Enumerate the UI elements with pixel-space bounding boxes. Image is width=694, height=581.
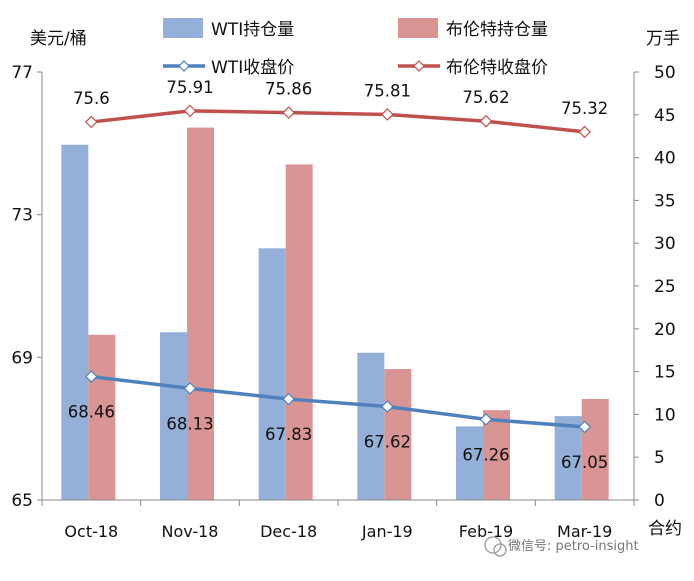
series-line-0 — [91, 374, 585, 429]
bar-0-4 — [456, 426, 483, 500]
legend-label-1: 布伦特持仓量 — [446, 20, 548, 40]
bar-1-2 — [285, 164, 313, 500]
point-0-5 — [578, 420, 592, 434]
bar-0-2 — [258, 248, 286, 500]
right-tick-label-6: 30 — [654, 234, 676, 254]
point-1-3 — [380, 108, 394, 121]
x-tick-label-5: Mar-19 — [557, 522, 612, 541]
legend-item-1: 布伦特持仓量 — [398, 18, 548, 40]
left-tick-label-3: 77 — [11, 63, 33, 83]
left-tick-label-2: 73 — [11, 206, 33, 226]
right-tick-label-3: 15 — [654, 363, 676, 383]
right-tick-label-8: 40 — [654, 149, 676, 169]
right-axis-label: 合约 — [648, 519, 682, 539]
line-series-0: 68.46 68.13 67.83 67.62 67.26 67.05 — [68, 370, 608, 472]
data-label-0-1: 68.13 — [166, 414, 213, 433]
right-tick-label-7: 35 — [654, 191, 676, 211]
x-tick-label-3: Jan-19 — [361, 522, 413, 541]
data-label-1-2: 75.86 — [265, 80, 312, 99]
bar-0-1 — [160, 332, 187, 500]
legend-marker-3 — [413, 60, 425, 72]
right-tick-label-4: 20 — [654, 320, 676, 340]
right-tick-label-0: 0 — [654, 491, 665, 511]
data-label-1-1: 75.91 — [166, 78, 213, 97]
x-tick-label-0: Oct-18 — [64, 522, 118, 541]
bar-0-3 — [357, 352, 385, 500]
watermark-text: 微信号: petro-insight — [508, 539, 639, 554]
legend-item-3: 布伦特收盘价 — [398, 58, 548, 78]
point-1-4 — [479, 114, 493, 128]
legend-label-2: WTI收盘价 — [211, 58, 294, 78]
wechat-icon-bubble — [493, 543, 507, 557]
legend-swatch-1 — [398, 18, 438, 38]
x-tick-label-4: Feb-19 — [459, 522, 513, 541]
x-tick-label-2: Dec-18 — [260, 522, 317, 541]
data-label-0-3: 67.62 — [364, 433, 411, 452]
right-tick-label-1: 5 — [654, 448, 665, 468]
data-label-0-2: 67.83 — [265, 425, 312, 444]
point-1-1 — [183, 104, 197, 118]
point-0-1 — [183, 382, 197, 395]
right-unit-label: 万手 — [646, 29, 680, 49]
left-unit-label: 美元/桶 — [30, 29, 87, 49]
point-1-2 — [282, 106, 296, 120]
point-1-0 — [84, 115, 98, 129]
data-label-1-5: 75.32 — [561, 99, 608, 118]
left-tick-label-1: 69 — [11, 348, 33, 368]
bar-1-3 — [384, 369, 412, 500]
bar-series-0 — [61, 144, 582, 500]
data-label-1-4: 75.62 — [462, 88, 509, 107]
legend-marker-2 — [178, 60, 190, 72]
x-tick-label-1: Nov-18 — [162, 522, 219, 541]
bar-1-1 — [187, 127, 214, 500]
data-label-0-0: 68.46 — [68, 403, 115, 422]
bar-series-1 — [88, 127, 609, 500]
legend-swatch-0 — [163, 18, 203, 38]
bar-1-4 — [483, 410, 510, 500]
data-label-0-5: 67.05 — [561, 453, 608, 472]
legend-label-3: 布伦特收盘价 — [446, 58, 548, 78]
series-line-1 — [91, 109, 585, 134]
point-0-2 — [282, 392, 296, 406]
point-0-0 — [84, 370, 98, 383]
data-label-1-0: 75.6 — [73, 89, 110, 108]
data-label-0-4: 67.26 — [462, 445, 509, 464]
data-label-1-3: 75.81 — [364, 81, 411, 100]
right-tick-label-10: 50 — [654, 63, 676, 83]
right-tick-label-9: 45 — [654, 106, 676, 126]
bar-0-0 — [61, 144, 89, 500]
left-tick-label-0: 65 — [11, 491, 33, 511]
right-tick-label-2: 10 — [654, 405, 676, 425]
watermark: 微信号: petro-insight — [484, 536, 639, 557]
bar-1-0 — [88, 334, 116, 500]
bar-0-5 — [554, 416, 582, 500]
legend-label-0: WTI持仓量 — [211, 20, 294, 40]
legend-item-0: WTI持仓量 — [163, 18, 294, 40]
legend-item-2: WTI收盘价 — [163, 58, 294, 78]
bar-1-5 — [581, 398, 609, 500]
point-0-3 — [380, 400, 394, 413]
right-tick-label-5: 25 — [654, 277, 676, 297]
line-series-1: 75.6 75.91 75.86 75.81 75.62 75.32 — [73, 78, 608, 139]
point-0-4 — [479, 413, 493, 426]
point-1-5 — [578, 125, 592, 139]
wechat-icon — [484, 536, 502, 554]
